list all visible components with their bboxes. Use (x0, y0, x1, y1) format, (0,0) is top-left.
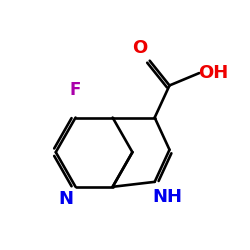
Text: OH: OH (198, 64, 228, 82)
Text: O: O (132, 39, 148, 57)
Text: NH: NH (152, 188, 182, 206)
Text: N: N (58, 190, 73, 208)
Text: F: F (70, 82, 81, 100)
